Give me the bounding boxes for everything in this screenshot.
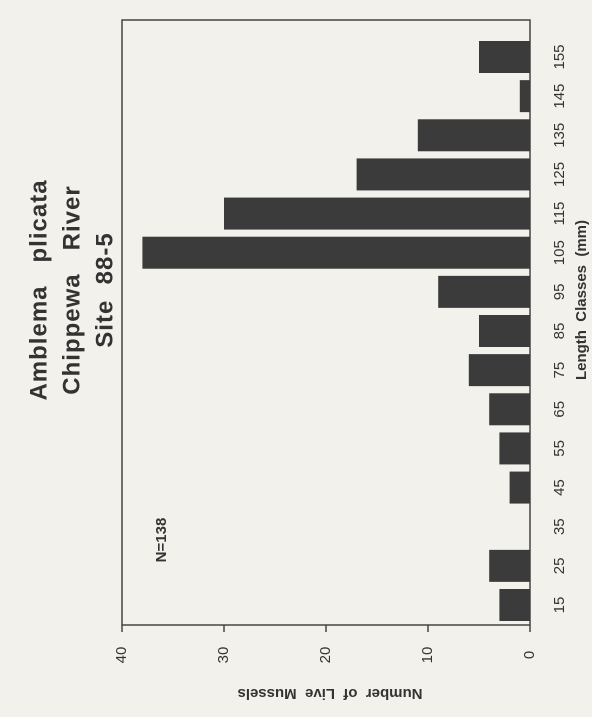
bar <box>479 41 530 73</box>
x-tick-label: 145 <box>551 84 568 109</box>
bar <box>468 354 530 387</box>
y-tick-label: 10 <box>419 647 436 664</box>
bar <box>509 471 530 504</box>
chart-title: Site 88-5 <box>91 232 118 347</box>
bar <box>417 119 530 152</box>
bar <box>479 315 530 347</box>
x-tick-label: 25 <box>551 558 568 575</box>
bar <box>489 549 530 582</box>
x-tick-label: 125 <box>551 162 568 187</box>
bar <box>499 589 530 621</box>
x-tick-label: 85 <box>551 323 568 340</box>
x-tick-label: 35 <box>551 518 568 535</box>
x-tick-label: 155 <box>551 44 568 69</box>
y-tick-label: 40 <box>113 647 130 664</box>
y-tick-label: 0 <box>521 651 538 659</box>
bar <box>499 432 530 465</box>
x-axis-label: Length Classes (mm) <box>573 220 590 380</box>
chart-title: Amblema plicata <box>25 179 52 400</box>
bar <box>224 197 530 230</box>
plot-frame <box>121 19 531 626</box>
y-axis-label: Number of Live Mussels <box>237 685 422 702</box>
bar <box>356 158 530 191</box>
bar <box>489 393 530 426</box>
bar <box>438 275 530 308</box>
x-tick-label: 45 <box>551 479 568 496</box>
chart-title: Chippewa River <box>58 185 85 394</box>
x-tick-label: 75 <box>551 362 568 379</box>
y-tick-label: 20 <box>317 647 334 664</box>
x-tick-label: 15 <box>551 597 568 614</box>
bar <box>142 236 530 269</box>
bar <box>519 80 530 113</box>
x-tick-label: 55 <box>551 440 568 457</box>
annotation: N=138 <box>153 518 170 563</box>
x-tick-label: 135 <box>551 123 568 148</box>
x-tick-label: 95 <box>551 284 568 301</box>
x-tick-label: 65 <box>551 401 568 418</box>
x-tick-label: 115 <box>551 202 568 226</box>
x-tick-label: 105 <box>551 240 568 265</box>
y-tick-label: 30 <box>215 647 232 664</box>
